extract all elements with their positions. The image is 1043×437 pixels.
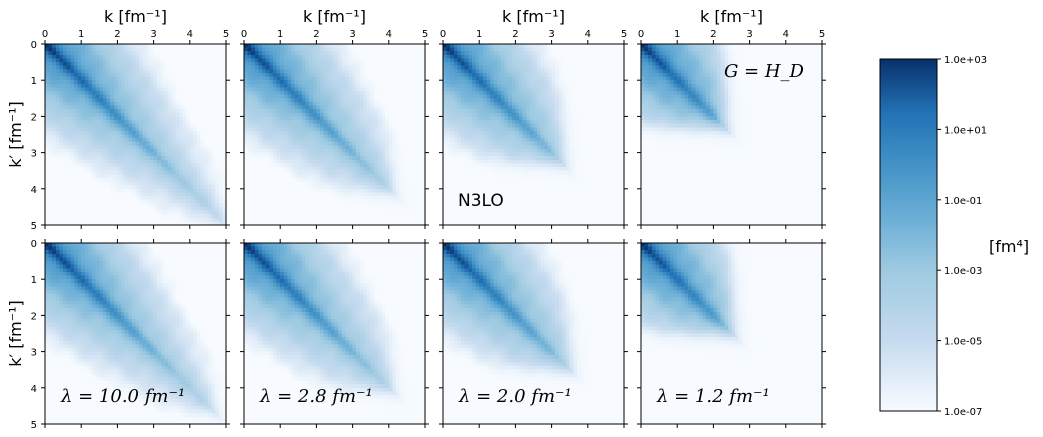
colorbar-tick-label: 1.0e+03 bbox=[944, 55, 987, 66]
x-tick-label: 4 bbox=[585, 29, 591, 40]
heatmap-image bbox=[443, 44, 624, 225]
x-tick-label: 1 bbox=[476, 29, 482, 40]
y-tick-label: 4 bbox=[31, 384, 37, 395]
x-tick-label: 5 bbox=[819, 29, 825, 40]
panel-annotation: λ = 1.2 fm⁻¹ bbox=[656, 386, 770, 407]
x-tick-label: 4 bbox=[386, 29, 392, 40]
colorbar: 1.0e+03 1.0e+01 1.0e-01 1.0e-03 1.0e-05 1.0e-… bbox=[879, 55, 1029, 418]
heatmap-panel-r0-c3: 0 1 2 3 4 5 k [fm⁻¹] G = H_D bbox=[637, 7, 826, 229]
panel-frame bbox=[640, 242, 823, 425]
heatmap-image bbox=[244, 44, 425, 225]
panel-frame bbox=[44, 242, 227, 425]
x-tick-label: 2 bbox=[114, 29, 120, 40]
heatmap-panel-r0-c1: 0 1 2 3 4 5 k [fm⁻¹] bbox=[240, 7, 429, 229]
x-tick-label: 1 bbox=[277, 29, 283, 40]
y-tick-label: 0 bbox=[31, 40, 37, 51]
panel-frame bbox=[243, 242, 426, 425]
colorbar-tick-label: 1.0e-03 bbox=[944, 266, 982, 277]
x-axis-label: k [fm⁻¹] bbox=[502, 7, 565, 26]
y-tick-label: 3 bbox=[31, 348, 37, 359]
colorbar-bar bbox=[879, 58, 938, 412]
x-tick-label: 3 bbox=[150, 29, 156, 40]
y-axis-label: k′ [fm⁻¹] bbox=[6, 300, 25, 367]
y-tick-label: 4 bbox=[31, 185, 37, 196]
x-tick-label: 0 bbox=[42, 29, 48, 40]
colorbar-tick-label: 1.0e-01 bbox=[944, 196, 982, 207]
panel-annotation: λ = 2.0 fm⁻¹ bbox=[458, 386, 572, 407]
panel-annotation: N3LO bbox=[458, 191, 504, 211]
x-tick-label: 0 bbox=[638, 29, 644, 40]
y-axis-label: k′ [fm⁻¹] bbox=[6, 101, 25, 168]
x-tick-label: 0 bbox=[241, 29, 247, 40]
x-tick-label: 5 bbox=[422, 29, 428, 40]
panel-annotation: λ = 10.0 fm⁻¹ bbox=[60, 386, 185, 407]
colorbar-tick-label: 1.0e+01 bbox=[944, 125, 987, 136]
heatmap-image bbox=[45, 243, 226, 424]
y-tick-label: 3 bbox=[31, 149, 37, 160]
y-tick-label: 2 bbox=[31, 112, 37, 123]
heatmap-panel-r1-c3: λ = 1.2 fm⁻¹ bbox=[637, 239, 826, 428]
heatmap-image bbox=[641, 44, 822, 225]
heatmap-image bbox=[244, 243, 425, 424]
heatmap-panel-r1-c1: λ = 2.8 fm⁻¹ bbox=[240, 239, 429, 428]
heatmap-panel-r1-c2: λ = 2.0 fm⁻¹ bbox=[439, 239, 628, 428]
x-tick-label: 2 bbox=[710, 29, 716, 40]
panel-frame bbox=[442, 242, 625, 425]
x-tick-label: 3 bbox=[746, 29, 752, 40]
heatmap-panel-r0-c2: 0 1 2 3 4 5 k [fm⁻¹] N3LO bbox=[439, 7, 628, 229]
x-tick-label: 5 bbox=[621, 29, 627, 40]
x-tick-label: 2 bbox=[313, 29, 319, 40]
panel-annotation: λ = 2.8 fm⁻¹ bbox=[259, 386, 373, 407]
colorbar-label: [fm⁴] bbox=[989, 237, 1029, 256]
colorbar-tick-label: 1.0e-07 bbox=[944, 407, 982, 418]
panel-frame bbox=[442, 43, 625, 226]
x-tick-label: 1 bbox=[674, 29, 680, 40]
x-axis-label: k [fm⁻¹] bbox=[104, 7, 167, 26]
panel-frame bbox=[243, 43, 426, 226]
heatmap-panel-r0-c0: 00 1 1 2 2 3 3 4 4 5 5 k [fm⁻¹] k′ [fm⁻¹] bbox=[6, 7, 230, 232]
panel-frame bbox=[44, 43, 227, 226]
heatmap-panel-r1-c0: 0 1 2 3 4 5 k′ [fm⁻¹] λ = 10.0 fm⁻¹ bbox=[6, 239, 230, 431]
y-tick-label: 1 bbox=[31, 76, 37, 87]
y-tick-label: 5 bbox=[31, 420, 37, 431]
x-tick-label: 5 bbox=[223, 29, 229, 40]
y-tick-label: 1 bbox=[31, 275, 37, 286]
x-axis-label: k [fm⁻¹] bbox=[700, 7, 763, 26]
panel-frame bbox=[640, 43, 823, 226]
x-tick-label: 4 bbox=[187, 29, 193, 40]
x-tick-label: 1 bbox=[78, 29, 84, 40]
y-tick-label: 2 bbox=[31, 311, 37, 322]
x-axis-label: k [fm⁻¹] bbox=[303, 7, 366, 26]
y-tick-label: 0 bbox=[31, 239, 37, 250]
heatmap-image bbox=[45, 44, 226, 225]
x-tick-label: 3 bbox=[349, 29, 355, 40]
heatmap-image bbox=[641, 243, 822, 424]
heatmap-image bbox=[443, 243, 624, 424]
x-tick-label: 4 bbox=[783, 29, 789, 40]
colorbar-tick-label: 1.0e-05 bbox=[944, 337, 982, 348]
y-tick-label: 5 bbox=[31, 221, 37, 232]
x-tick-label: 2 bbox=[512, 29, 518, 40]
x-tick-label: 0 bbox=[440, 29, 446, 40]
x-tick-label: 3 bbox=[548, 29, 554, 40]
panel-annotation: G = H_D bbox=[724, 61, 805, 82]
